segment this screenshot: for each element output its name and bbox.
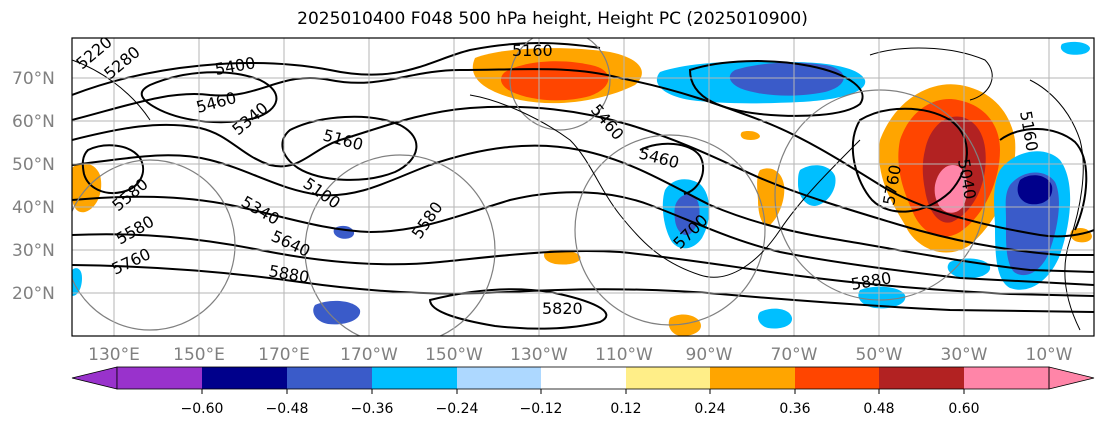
lon-tick-label: 70°W	[771, 345, 818, 365]
contour-line	[428, 288, 608, 330]
anomaly-positive-small-1	[740, 131, 760, 140]
anomaly-positive-atlantic-peak	[934, 164, 968, 213]
map-title: 2025010400 F048 500 hPa height, Height P…	[297, 9, 808, 29]
anomaly-positive-pacific-small	[544, 249, 581, 265]
gridlines	[72, 38, 1094, 336]
anomaly-negative-gulf-core	[674, 194, 700, 236]
colorbar-segment	[795, 367, 879, 389]
lon-tick-label: 30°W	[941, 345, 988, 365]
reference-circle	[574, 134, 766, 326]
lon-tick-label: 130°W	[510, 345, 568, 365]
colorbar-segment	[541, 367, 626, 389]
colorbar-tick-label: 0.36	[779, 401, 810, 417]
contour-line	[72, 144, 1094, 273]
colorbar-segment	[710, 367, 795, 389]
lat-tick-label: 40°N	[12, 198, 55, 218]
contour-line	[140, 71, 278, 124]
reference-circle	[509, 38, 611, 131]
contour-line	[72, 191, 1094, 286]
colorbar-segment	[372, 367, 457, 389]
colorbar-segment	[287, 367, 372, 389]
lat-tick-label: 50°N	[12, 155, 55, 175]
colorbar-segment	[457, 367, 541, 389]
contour-line	[639, 142, 705, 195]
anomaly-negative-greenland-east	[1060, 41, 1090, 55]
anomaly-negative-west-edge	[72, 268, 82, 296]
reference-circle	[774, 89, 986, 301]
colorbar-segment	[879, 367, 964, 389]
contour-line	[688, 60, 864, 117]
lon-tick-label: 50°W	[856, 345, 903, 365]
lon-tick-label: 150°E	[173, 345, 225, 365]
contour-line	[851, 107, 968, 213]
colorbar-tick-label: −0.12	[520, 401, 563, 417]
colorbar-tick-label: −0.24	[436, 401, 479, 417]
contour-line	[72, 42, 601, 96]
colorbar-extend-high	[1048, 366, 1095, 390]
colorbar-tick-label: 0.48	[863, 401, 894, 417]
lon-tick-label: 110°W	[595, 345, 653, 365]
anomaly-negative-tropical	[757, 308, 793, 329]
colorbar-border	[116, 366, 1050, 390]
colorbar: −0.60 −0.48 −0.36 −0.24 −0.12 0.12 0.24 …	[71, 366, 1095, 417]
contour-line	[281, 115, 418, 181]
lat-tick-label: 60°N	[12, 112, 55, 132]
anomaly-negative-canada-core	[729, 62, 844, 96]
colorbar-segment	[964, 367, 1049, 389]
colorbar-tick-label: −0.48	[266, 401, 309, 417]
anomaly-negative-subtropical	[858, 286, 906, 309]
coastline-greenland	[869, 47, 993, 101]
anomaly-negative-pacific	[313, 300, 361, 325]
colorbar-tick-labels: −0.60 −0.48 −0.36 −0.24 −0.12 0.12 0.24 …	[181, 389, 980, 417]
reference-circle	[72, 159, 236, 331]
colorbar-segment	[626, 367, 710, 389]
lat-tick-labels: 70°N 60°N 50°N 40°N 30°N 20°N	[12, 69, 55, 304]
colorbar-segment	[202, 367, 287, 389]
contour-label: 5160	[512, 41, 553, 60]
colorbar-tick-label: −0.36	[351, 401, 394, 417]
coastline-north-america	[469, 94, 861, 278]
colorbar-tick-label: 0.60	[948, 401, 979, 417]
contour-label: 5820	[542, 299, 583, 318]
lon-tick-labels: 130°E 150°E 170°E 170°W 150°W 130°W 110°…	[88, 345, 1073, 365]
lon-tick-label: 170°E	[258, 345, 310, 365]
lon-tick-label: 130°E	[88, 345, 140, 365]
colorbar-tick-label: 0.24	[694, 401, 725, 417]
lat-tick-label: 70°N	[12, 69, 55, 89]
map-frame	[71, 37, 1095, 337]
lat-tick-label: 20°N	[12, 284, 55, 304]
contour-line	[81, 144, 145, 194]
anomaly-positive-east-coast	[757, 168, 785, 226]
colorbar-segment	[117, 367, 202, 389]
lat-tick-label: 30°N	[12, 241, 55, 261]
colorbar-tick-label: −0.60	[181, 401, 224, 417]
contour-line	[72, 233, 1094, 297]
colorbar-extend-low	[71, 366, 118, 390]
lon-tick-label: 170°W	[340, 345, 398, 365]
anomaly-positive-central-america	[668, 314, 701, 336]
lon-tick-label: 90°W	[686, 345, 733, 365]
lon-tick-label: 150°W	[425, 345, 483, 365]
colorbar-tick-label: 0.12	[610, 401, 641, 417]
anomaly-negative-east-atlantic-max	[1017, 175, 1053, 205]
contour-line	[999, 128, 1088, 231]
coastline-europe	[1029, 79, 1084, 331]
lon-tick-label: 10°W	[1026, 345, 1073, 365]
